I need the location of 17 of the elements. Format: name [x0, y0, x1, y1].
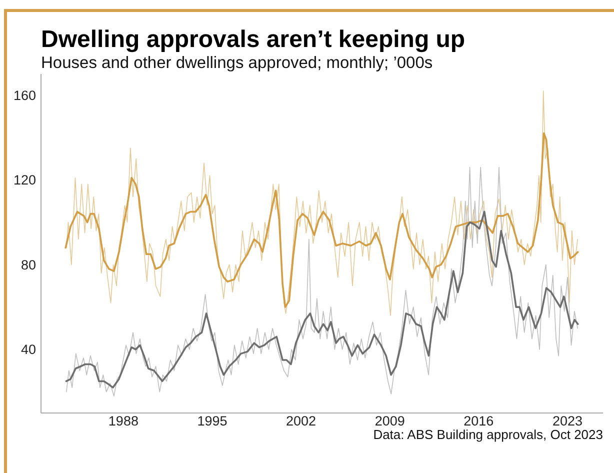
chart-title: Dwelling approvals aren’t keeping up: [41, 26, 466, 54]
x-tick-label: 1988: [108, 414, 138, 429]
y-tick-label: 40: [20, 342, 36, 358]
x-tick-label: 2002: [286, 414, 316, 429]
x-tick-label: 2023: [552, 414, 582, 429]
y-tick-label: 80: [20, 257, 36, 272]
x-tick-label: 2016: [464, 414, 494, 429]
y-tick-label: 160: [13, 88, 36, 103]
line-series: [64, 132, 579, 308]
x-tick-label: 2009: [374, 414, 405, 429]
line-series: [66, 90, 578, 316]
line-series: [65, 210, 579, 388]
text: Data: ABS Building approvals, Oct 2023: [373, 427, 603, 442]
y-tick-label: 120: [13, 172, 36, 188]
chart-subtitle: Houses and other dwellings approved; monthly; ’000s: [41, 54, 433, 73]
x-tick-label: 1995: [197, 414, 228, 429]
line-series: [66, 166, 578, 396]
